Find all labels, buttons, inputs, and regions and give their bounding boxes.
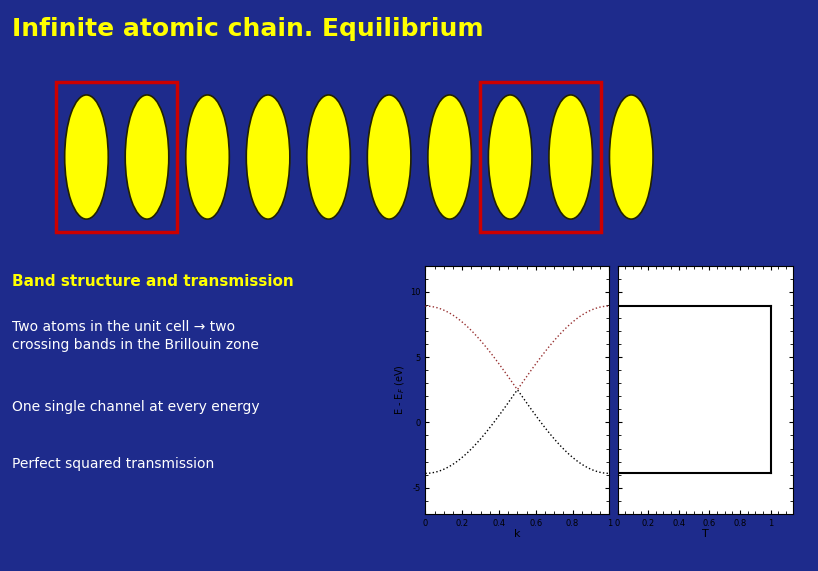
Ellipse shape	[428, 95, 471, 219]
Text: Band structure and transmission: Band structure and transmission	[12, 274, 294, 289]
Text: Perfect squared transmission: Perfect squared transmission	[12, 457, 214, 471]
Ellipse shape	[609, 95, 653, 219]
Ellipse shape	[307, 95, 350, 219]
Ellipse shape	[65, 95, 108, 219]
Ellipse shape	[186, 95, 229, 219]
Text: Two atoms in the unit cell → two
crossing bands in the Brillouin zone: Two atoms in the unit cell → two crossin…	[12, 320, 259, 352]
X-axis label: T: T	[702, 529, 709, 539]
Y-axis label: E - E$_F$ (eV): E - E$_F$ (eV)	[393, 364, 407, 415]
Ellipse shape	[125, 95, 169, 219]
Ellipse shape	[367, 95, 411, 219]
Ellipse shape	[549, 95, 592, 219]
Text: Infinite atomic chain. Equilibrium: Infinite atomic chain. Equilibrium	[12, 17, 484, 41]
Ellipse shape	[488, 95, 532, 219]
X-axis label: k: k	[515, 529, 520, 539]
Text: One single channel at every energy: One single channel at every energy	[12, 400, 260, 414]
Ellipse shape	[246, 95, 290, 219]
